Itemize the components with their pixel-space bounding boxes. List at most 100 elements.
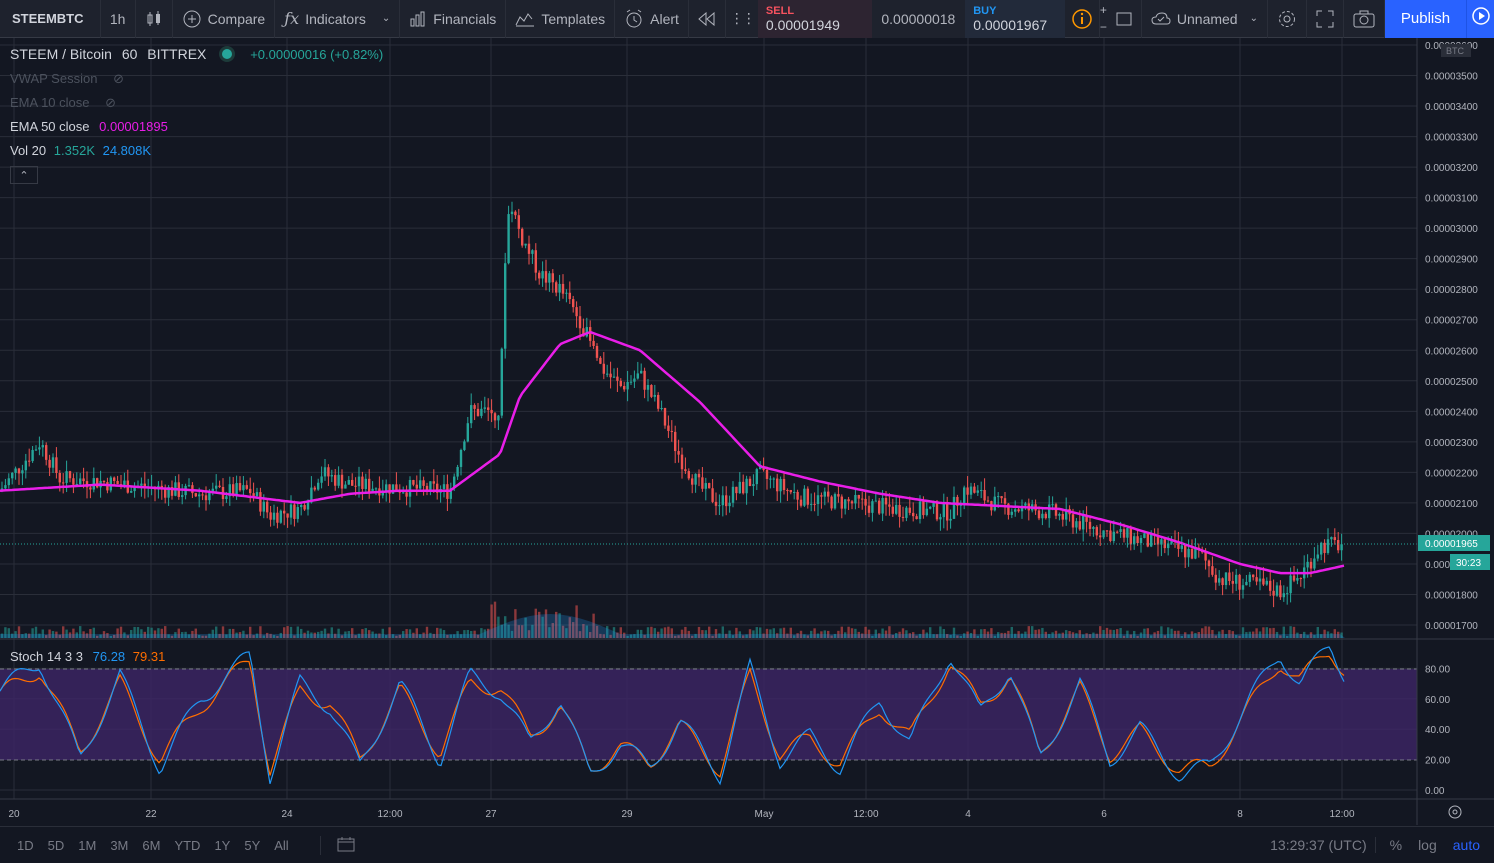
collapse-legend-button[interactable]: ⌃ — [10, 166, 38, 184]
range-all[interactable]: All — [274, 837, 289, 853]
volume-bar — [419, 634, 422, 638]
log-toggle[interactable]: log — [1418, 837, 1437, 853]
snapshot-button[interactable] — [1344, 0, 1385, 38]
candle-body — [867, 505, 871, 513]
volume-bar — [942, 629, 945, 638]
range-5d[interactable]: 5D — [47, 837, 65, 853]
volume-bar — [38, 633, 41, 638]
candle-body — [1190, 549, 1194, 559]
volume-bar — [895, 632, 898, 638]
quantity-stepper[interactable]: + − — [1100, 0, 1107, 38]
eye-off-icon[interactable]: ⊘ — [113, 71, 124, 86]
volume-bar — [1289, 626, 1292, 638]
candle-body — [1020, 505, 1024, 512]
range-6m[interactable]: 6M — [142, 837, 161, 853]
vwap-legend[interactable]: VWAP Session ⊘ — [10, 71, 124, 87]
volume-legend[interactable]: Vol 20 1.352K 24.808K — [10, 143, 151, 158]
volume-bar — [89, 629, 92, 638]
candle-body — [1187, 549, 1190, 558]
range-5y[interactable]: 5Y — [244, 837, 261, 853]
ema50-legend[interactable]: EMA 50 close 0.00001895 — [10, 119, 168, 134]
candle-body — [772, 478, 775, 480]
candle-body — [1160, 539, 1163, 545]
price-tick: 0.00003000 — [1425, 224, 1478, 235]
range-1d[interactable]: 1D — [17, 837, 34, 853]
volume-bar — [354, 635, 357, 638]
volume-bar — [572, 622, 575, 638]
sell-button[interactable]: SELL 0.00001949 — [757, 0, 872, 38]
volume-bar — [725, 633, 728, 638]
info-button[interactable] — [1065, 0, 1100, 38]
replay-button[interactable] — [689, 0, 726, 38]
eye-off-icon[interactable]: ⊘ — [105, 95, 117, 110]
indicators-button[interactable]: ƒx Indicators ⌄ — [275, 0, 401, 38]
candle-body — [1003, 498, 1007, 504]
volume-bar — [657, 631, 660, 638]
candle-body — [779, 478, 782, 492]
candle-body — [1007, 503, 1010, 515]
drag-handle[interactable]: ⋮⋮ — [726, 0, 758, 38]
templates-button[interactable]: Templates — [506, 0, 616, 38]
financials-button[interactable]: Financials — [400, 0, 507, 38]
volume-bar — [735, 627, 738, 638]
auto-toggle[interactable]: auto — [1452, 837, 1480, 853]
volume-bar — [208, 633, 211, 638]
axis-settings-icon[interactable] — [1448, 805, 1462, 819]
candle-body — [1088, 521, 1092, 529]
volume-bar — [262, 635, 265, 638]
candle-body — [1265, 580, 1268, 585]
volume-bar — [259, 626, 262, 638]
percent-toggle[interactable]: % — [1374, 837, 1410, 853]
minus-icon[interactable]: − — [1099, 20, 1107, 34]
interval-button[interactable]: 1h — [101, 0, 136, 38]
range-ytd[interactable]: YTD — [174, 837, 201, 853]
stoch-legend[interactable]: Stoch 14 3 3 76.28 79.31 — [10, 649, 165, 664]
candle-body — [595, 345, 599, 358]
alert-button[interactable]: Alert — [615, 0, 689, 38]
candle-body — [1129, 528, 1132, 545]
candle-body — [1112, 531, 1115, 542]
volume-bar — [1122, 635, 1126, 638]
spread-value: 0.00000018 — [871, 0, 966, 38]
volume-bar — [405, 629, 408, 638]
utc-clock[interactable]: 13:29:37 (UTC) — [1270, 837, 1367, 853]
volume-bar — [575, 605, 578, 638]
candle-body — [228, 484, 231, 497]
candle-body — [487, 407, 490, 410]
candle-body — [1286, 593, 1289, 595]
calendar-icon[interactable] — [319, 835, 355, 855]
time-tick: 20 — [8, 809, 20, 820]
plus-icon[interactable]: + — [1099, 3, 1107, 17]
chart-style-button[interactable] — [136, 0, 173, 38]
time-tick: 8 — [1237, 809, 1243, 820]
publish-video-button[interactable] — [1466, 0, 1494, 38]
publish-button[interactable]: Publish — [1384, 0, 1467, 38]
ema10-legend[interactable]: EMA 10 close ⊘ — [10, 95, 116, 111]
volume-bar — [143, 631, 146, 638]
candle-body — [510, 211, 514, 215]
candle-body — [1143, 533, 1146, 538]
volume-bar — [534, 608, 537, 638]
layout-save-button[interactable]: Unnamed ⌄ — [1142, 0, 1268, 38]
range-3m[interactable]: 3M — [110, 837, 129, 853]
candle-body — [194, 493, 197, 497]
range-1m[interactable]: 1M — [78, 837, 97, 853]
volume-bar — [1231, 631, 1234, 638]
candle-body — [1228, 572, 1231, 582]
price-tick: 0.00003500 — [1425, 72, 1478, 83]
chart-area[interactable]: 0.000036000.000035000.000034000.00003300… — [0, 38, 1494, 825]
alert-label: Alert — [650, 10, 679, 27]
volume-bar — [901, 628, 905, 638]
chart-canvas[interactable]: 0.000036000.000035000.000034000.00003300… — [0, 38, 1494, 825]
symbol-search-button[interactable]: STEEMBTC — [0, 0, 101, 38]
volume-bar — [558, 613, 561, 638]
fullscreen-layout-button[interactable] — [1107, 0, 1142, 38]
range-1y[interactable]: 1Y — [214, 837, 231, 853]
buy-button[interactable]: BUY 0.00001967 — [965, 0, 1065, 38]
settings-button[interactable] — [1268, 0, 1307, 38]
compare-button[interactable]: Compare — [173, 0, 276, 38]
fullscreen-button[interactable] — [1307, 0, 1344, 38]
volume-bar — [1156, 630, 1160, 638]
candle-body — [1214, 574, 1217, 583]
candle-body — [922, 501, 925, 516]
